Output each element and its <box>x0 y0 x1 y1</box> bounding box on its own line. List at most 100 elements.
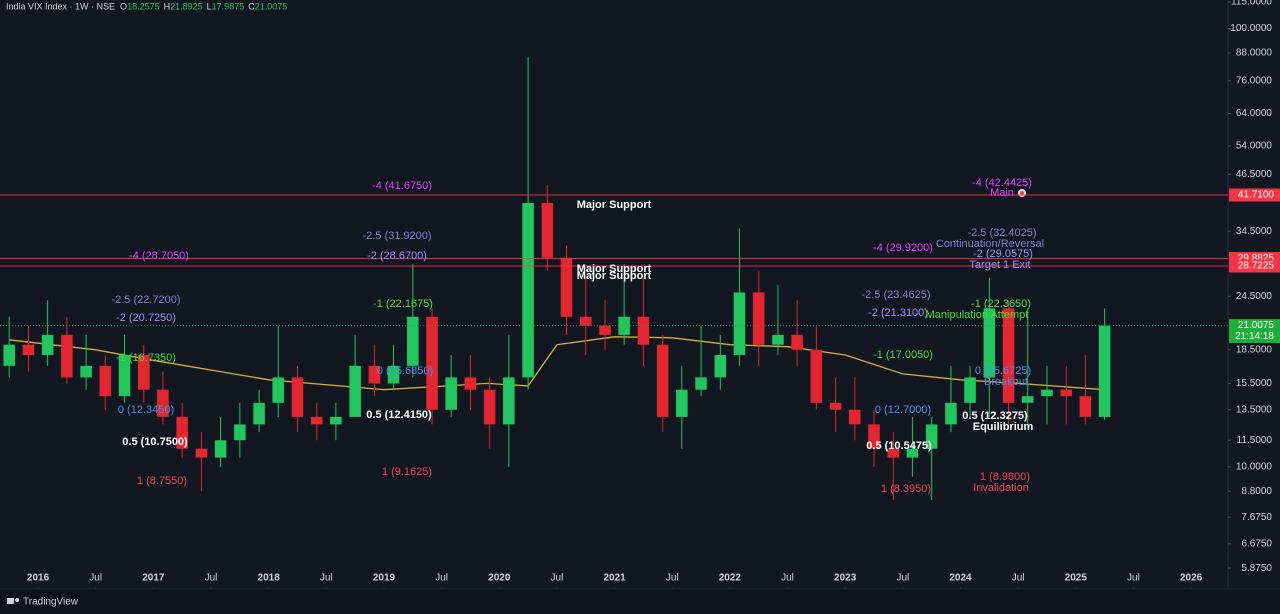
x-tick-label: Jul <box>1012 573 1025 584</box>
candle-body <box>541 202 554 258</box>
candle-body <box>1098 325 1111 417</box>
x-tick-label: Jul <box>666 573 679 584</box>
candle-body <box>695 377 707 390</box>
ohlc-label: L <box>207 1 212 11</box>
price-marker-label: 41.7100 <box>1238 190 1275 201</box>
annotation: -4 (42.4425) <box>972 177 1032 189</box>
annotation: 1 (8.9800) <box>980 471 1030 483</box>
candle-body <box>848 409 861 425</box>
y-tick-label: 100.0000 <box>1230 23 1272 34</box>
y-tick-label: 18.5000 <box>1236 344 1273 355</box>
candle-body <box>291 377 304 417</box>
icon <box>1020 191 1024 195</box>
x-tick-label: Jul <box>781 573 794 584</box>
annotation: -2 (20.7250) <box>116 312 176 324</box>
logo-shape <box>15 598 19 602</box>
candle-body <box>22 344 35 355</box>
price-marker <box>1229 188 1280 202</box>
annotation: -2.5 (31.9200) <box>362 230 431 242</box>
candle-body <box>464 377 477 390</box>
candle-body <box>387 365 400 384</box>
ohlc-label: H <box>164 1 171 11</box>
candle-body <box>714 354 727 378</box>
annotation: 1 (9.1625) <box>382 466 432 478</box>
ohlc-value: 21.8925 <box>170 1 203 11</box>
candle-body <box>503 377 515 425</box>
candle-body <box>310 416 323 425</box>
annotation: 0.5 (12.4150) <box>366 409 432 421</box>
candle-body <box>829 402 842 410</box>
annotation: -2 (29.0575) <box>973 248 1033 260</box>
chart-title: India VIX Index · 1W · NSE <box>6 1 115 11</box>
candle-body <box>99 365 112 397</box>
annotation: 0 (12.7000) <box>875 404 931 416</box>
candle-body <box>637 316 650 345</box>
annotation: -1 (16.7350) <box>116 352 176 364</box>
annotation: Major Support <box>577 199 652 211</box>
annotation: Major Support <box>577 270 652 282</box>
y-tick-label: 11.5000 <box>1237 435 1273 446</box>
x-tick-label: 2019 <box>373 573 396 584</box>
candle-body <box>368 365 381 384</box>
price-marker-label: 29.8825 <box>1238 253 1275 264</box>
annotation: -1 (17.0050) <box>873 349 933 361</box>
x-tick-label: Jul <box>320 573 333 584</box>
annotation: -2.5 (22.7200) <box>111 294 180 306</box>
candle-body <box>61 334 73 378</box>
candle-body <box>349 365 361 417</box>
x-tick-label: Jul <box>896 573 909 584</box>
annotation: Target 1 Exit <box>969 259 1030 271</box>
price-marker <box>1229 319 1280 344</box>
ohlc-value: 18.2575 <box>127 1 160 11</box>
x-tick-label: Jul <box>435 573 448 584</box>
annotation: -2 (21.3100) <box>868 307 928 319</box>
candle-body <box>445 377 457 410</box>
candle-body <box>733 292 746 355</box>
candle-body <box>407 316 419 366</box>
candle-body <box>330 416 342 425</box>
candle-body <box>1002 308 1015 403</box>
annotation: 0.5 (10.7500) <box>122 436 188 448</box>
annotation: -2.5 (32.4025) <box>967 227 1036 239</box>
candle-body <box>3 344 16 366</box>
y-tick-label: 34.5000 <box>1236 226 1273 237</box>
y-tick-label: 7.6750 <box>1241 512 1272 523</box>
annotation: 0.5 (10.5475) <box>866 440 932 452</box>
ohlc-label: C <box>248 1 255 11</box>
candle-body <box>964 377 976 403</box>
annotation: Breakout <box>984 376 1028 388</box>
candle-body <box>234 424 246 441</box>
candle-body <box>176 416 188 449</box>
annotation: -1 (22.3650) <box>971 298 1031 310</box>
candle-body <box>138 354 150 390</box>
candle-body <box>272 377 285 403</box>
annotation: -2.5 (23.4625) <box>861 289 930 301</box>
annotation: Invalidation <box>973 482 1029 494</box>
candle-body <box>253 402 265 425</box>
x-tick-label: 2024 <box>949 573 972 584</box>
logo-shape <box>7 598 14 604</box>
annotation: Main <box>990 187 1014 199</box>
candle-body <box>1021 396 1034 403</box>
bottom-bar <box>0 589 1280 614</box>
candle-body <box>925 424 938 449</box>
x-tick-label: 2018 <box>258 573 281 584</box>
candle-body <box>214 440 227 458</box>
candle-body <box>195 448 208 458</box>
candle-body <box>41 334 54 355</box>
annotation: Continuation/Reversal <box>936 238 1044 250</box>
annotation: 1 (8.7550) <box>137 475 187 487</box>
price-marker-label: 28.7225 <box>1238 261 1275 272</box>
x-tick-label: 2025 <box>1065 573 1088 584</box>
x-tick-label: Jul <box>89 573 102 584</box>
candle-body <box>579 316 592 326</box>
annotation: 1 (8.3950) <box>881 483 931 495</box>
candle-body <box>906 448 919 458</box>
y-tick-label: 115.0000 <box>1231 0 1272 8</box>
annotation: 0.5 (12.3275) <box>962 410 1028 422</box>
candle-body <box>118 354 131 397</box>
ohlc-value: 17.9875 <box>212 1 245 11</box>
